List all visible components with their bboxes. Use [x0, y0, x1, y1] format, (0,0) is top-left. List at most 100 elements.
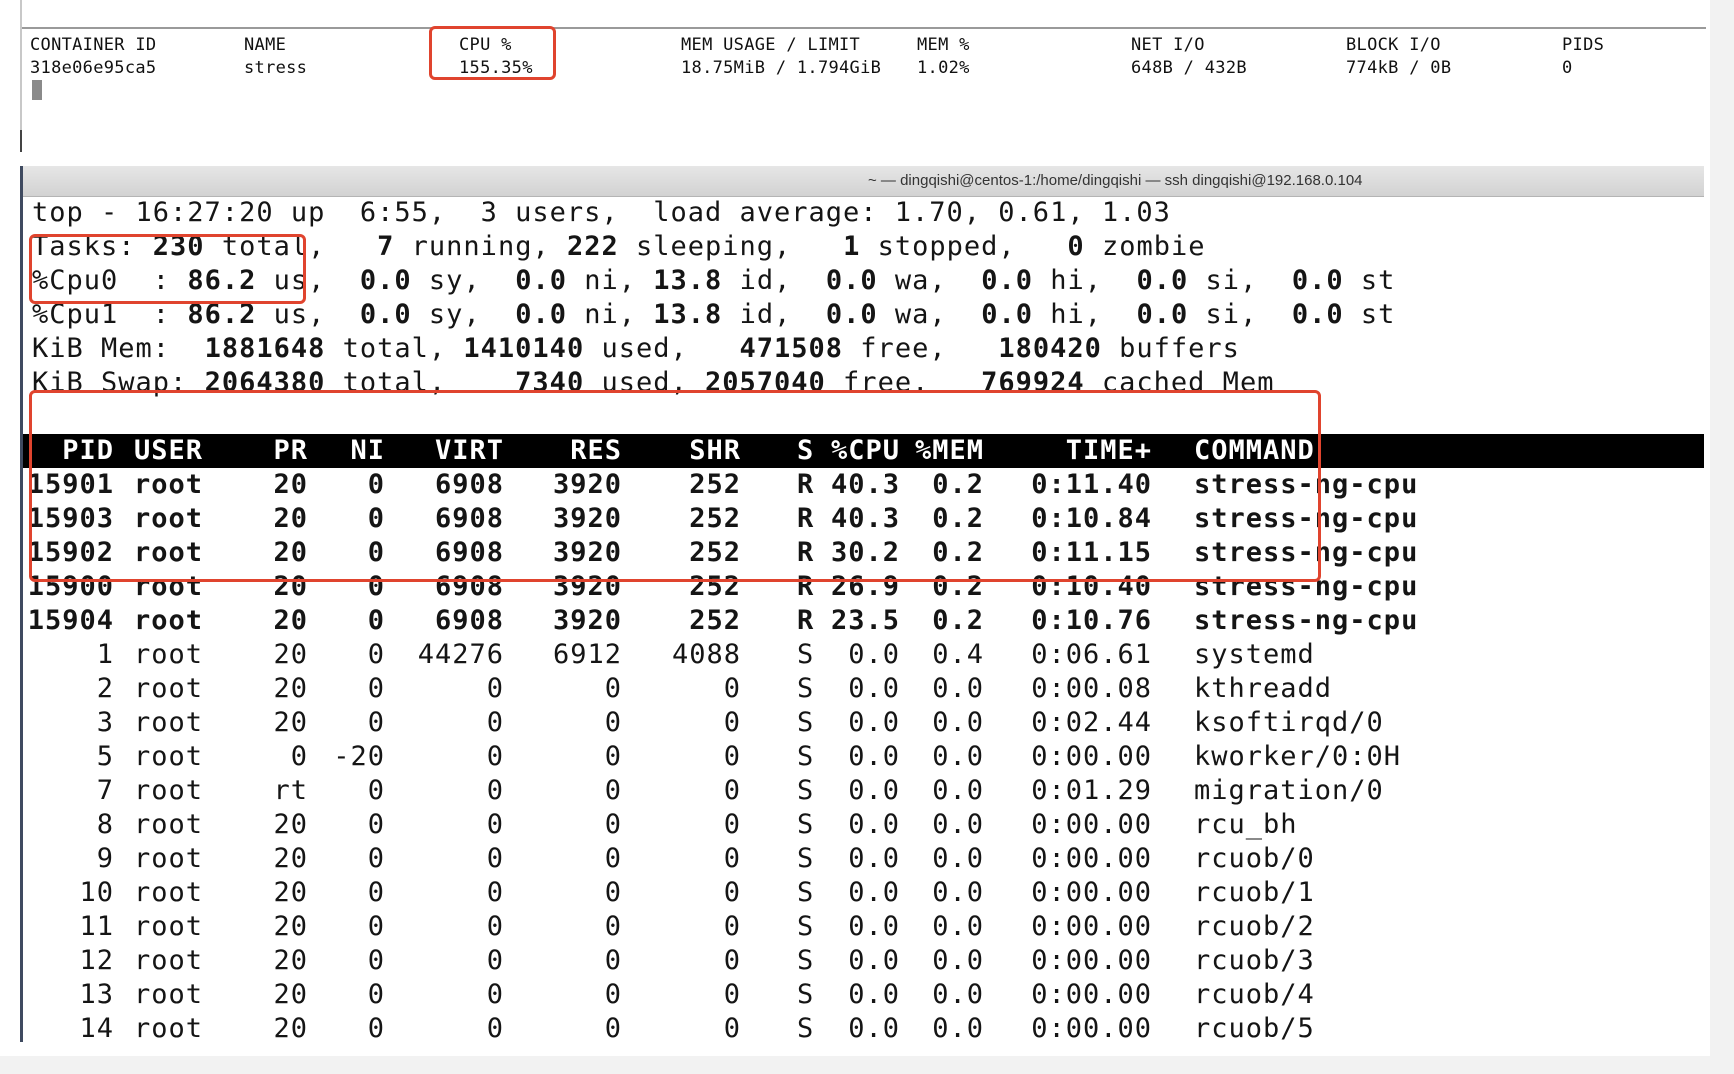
col-res[interactable]: RES — [570, 435, 622, 466]
col-time[interactable]: TIME+ — [1065, 435, 1152, 466]
col-s[interactable]: S — [797, 435, 815, 466]
docker-stats-window: CONTAINER ID NAME CPU % MEM USAGE / LIMI… — [20, 0, 1706, 152]
stats-pids: 0 — [1562, 58, 1573, 78]
process-virt: 6908 — [434, 537, 504, 568]
cpu0-wa-suffix: wa, — [877, 265, 982, 296]
process-ni: 0 — [367, 673, 385, 704]
process-row[interactable]: 1 root 20 0 44276 6912 4088 S 0.0 0.4 0:06.61 syste… — [20, 638, 1704, 672]
stats-name: stress — [244, 58, 308, 78]
process-cpu: 23.5 — [830, 605, 900, 636]
tasks-total: 230 — [152, 231, 205, 262]
process-shr: 252 — [689, 605, 741, 636]
process-row[interactable]: 3 root 20 0 0 0 0 S 0.0 0.0 0:02.44 ksoftirqd/0 — [20, 706, 1704, 740]
process-command: rcuob/1 — [1194, 877, 1315, 908]
process-pr: 20 — [273, 877, 308, 908]
process-row[interactable]: 7 root rt 0 0 0 0 S 0.0 0.0 0:01.29 migration/0 — [20, 774, 1704, 808]
cpu0-id: 13.8 — [653, 265, 723, 296]
cpu0-si: 0.0 — [1136, 265, 1189, 296]
col-pid[interactable]: PID — [62, 435, 114, 466]
cpu1-us: 86.2 — [187, 299, 257, 330]
process-row[interactable]: 12 root 20 0 0 0 0 S 0.0 0.0 0:00.00 rcuob/3 — [20, 944, 1704, 978]
process-mem: 0.2 — [932, 469, 984, 500]
process-res: 0 — [604, 911, 622, 942]
process-ni: 0 — [367, 639, 385, 670]
process-ni: 0 — [367, 707, 385, 738]
process-command: systemd — [1194, 639, 1315, 670]
col-user[interactable]: USER — [134, 435, 204, 466]
process-mem: 0.2 — [932, 571, 984, 602]
cpu0-sy-suffix: sy, — [411, 265, 516, 296]
col-mem[interactable]: %MEM — [914, 435, 984, 466]
swap-cached-label: cached Mem — [1084, 367, 1275, 398]
process-row[interactable]: 15900 root 20 0 6908 3920 252 R 26.9 0.2 0:10.40 st… — [20, 570, 1704, 604]
process-pid: 15903 — [27, 503, 114, 534]
cpu0-si-suffix: si, — [1188, 265, 1292, 296]
process-res: 6912 — [552, 639, 622, 670]
process-row[interactable]: 15903 root 20 0 6908 3920 252 R 40.3 0.2 0:10.84 st… — [20, 502, 1704, 536]
process-row[interactable]: 2 root 20 0 0 0 0 S 0.0 0.0 0:00.08 kthreadd — [20, 672, 1704, 706]
top-tasks-line: Tasks: 230 total, 7 running, 222 sleepin… — [32, 230, 1395, 264]
process-user: root — [134, 775, 204, 806]
mem-free: 471508 — [722, 333, 844, 364]
ssh-window-titlebar[interactable]: ~ — dingqishi@centos-1:/home/dingqishi —… — [23, 166, 1704, 197]
swap-total: 2064380 — [204, 367, 326, 398]
tasks-sleeping: 222 — [566, 231, 619, 262]
process-s: S — [797, 945, 815, 976]
process-user: root — [134, 503, 204, 534]
process-virt: 0 — [486, 911, 504, 942]
process-command: kworker/0:0H — [1194, 741, 1402, 772]
process-user: root — [134, 979, 204, 1010]
process-user: root — [134, 911, 204, 942]
process-res: 0 — [604, 843, 622, 874]
col-shr[interactable]: SHR — [689, 435, 741, 466]
process-shr: 0 — [723, 707, 741, 738]
process-row[interactable]: 13 root 20 0 0 0 0 S 0.0 0.0 0:00.00 rcuob/4 — [20, 978, 1704, 1012]
process-ni: 0 — [367, 809, 385, 840]
process-shr: 252 — [689, 537, 741, 568]
process-pr: 20 — [273, 605, 308, 636]
process-pr: 20 — [273, 537, 308, 568]
process-pr: 20 — [273, 843, 308, 874]
col-cpu[interactable]: %CPU — [830, 435, 900, 466]
process-command: stress-ng-cpu — [1194, 503, 1419, 534]
tasks-running-label: running, — [394, 231, 567, 262]
process-row[interactable]: 10 root 20 0 0 0 0 S 0.0 0.0 0:00.00 rcuob/1 — [20, 876, 1704, 910]
cpu1-label: %Cpu1 : — [32, 299, 188, 330]
col-virt[interactable]: VIRT — [434, 435, 504, 466]
process-row[interactable]: 15904 root 20 0 6908 3920 252 R 23.5 0.2 0:10.76 st… — [20, 604, 1704, 638]
tasks-sleeping-label: sleeping, — [618, 231, 844, 262]
process-user: root — [134, 639, 204, 670]
process-row[interactable]: 14 root 20 0 0 0 0 S 0.0 0.0 0:00.00 rcuob/5 — [20, 1012, 1704, 1042]
stats-header-mem-usage: MEM USAGE / LIMIT — [681, 35, 861, 55]
process-cpu: 0.0 — [848, 945, 900, 976]
process-row[interactable]: 9 root 20 0 0 0 0 S 0.0 0.0 0:00.00 rcuob/0 — [20, 842, 1704, 876]
process-command: kthreadd — [1194, 673, 1333, 704]
process-mem: 0.0 — [932, 707, 984, 738]
col-pr[interactable]: PR — [273, 435, 308, 466]
process-res: 0 — [604, 945, 622, 976]
cpu1-id: 13.8 — [653, 299, 723, 330]
process-s: S — [797, 843, 815, 874]
process-s: R — [797, 605, 815, 636]
process-pid: 7 — [96, 775, 114, 806]
process-row[interactable]: 5 root 0 -20 0 0 0 S 0.0 0.0 0:00.00 kworker/0:0H — [20, 740, 1704, 774]
cpu1-ni: 0.0 — [515, 299, 567, 330]
mem-total: 1881648 — [204, 333, 326, 364]
process-row[interactable]: 15901 root 20 0 6908 3920 252 R 40.3 0.2 0:11.40 st… — [20, 468, 1704, 502]
process-row[interactable]: 11 root 20 0 0 0 0 S 0.0 0.0 0:00.00 rcuob/2 — [20, 910, 1704, 944]
process-table-header-bg — [23, 434, 1704, 468]
mem-free-label: free, — [843, 333, 982, 364]
process-res: 0 — [604, 741, 622, 772]
stats-header-pids: PIDS — [1562, 35, 1605, 55]
process-ni: 0 — [367, 843, 385, 874]
process-mem: 0.0 — [932, 1013, 984, 1042]
process-pid: 5 — [96, 741, 114, 772]
col-command[interactable]: COMMAND — [1194, 435, 1315, 466]
process-shr: 0 — [723, 911, 741, 942]
col-ni[interactable]: NI — [350, 435, 385, 466]
process-command: rcuob/4 — [1194, 979, 1315, 1010]
process-row[interactable]: 8 root 20 0 0 0 0 S 0.0 0.0 0:00.00 rcu_bh — [20, 808, 1704, 842]
process-user: root — [134, 945, 204, 976]
process-row[interactable]: 15902 root 20 0 6908 3920 252 R 30.2 0.2 0:11.15 st… — [20, 536, 1704, 570]
process-pid: 11 — [79, 911, 114, 942]
